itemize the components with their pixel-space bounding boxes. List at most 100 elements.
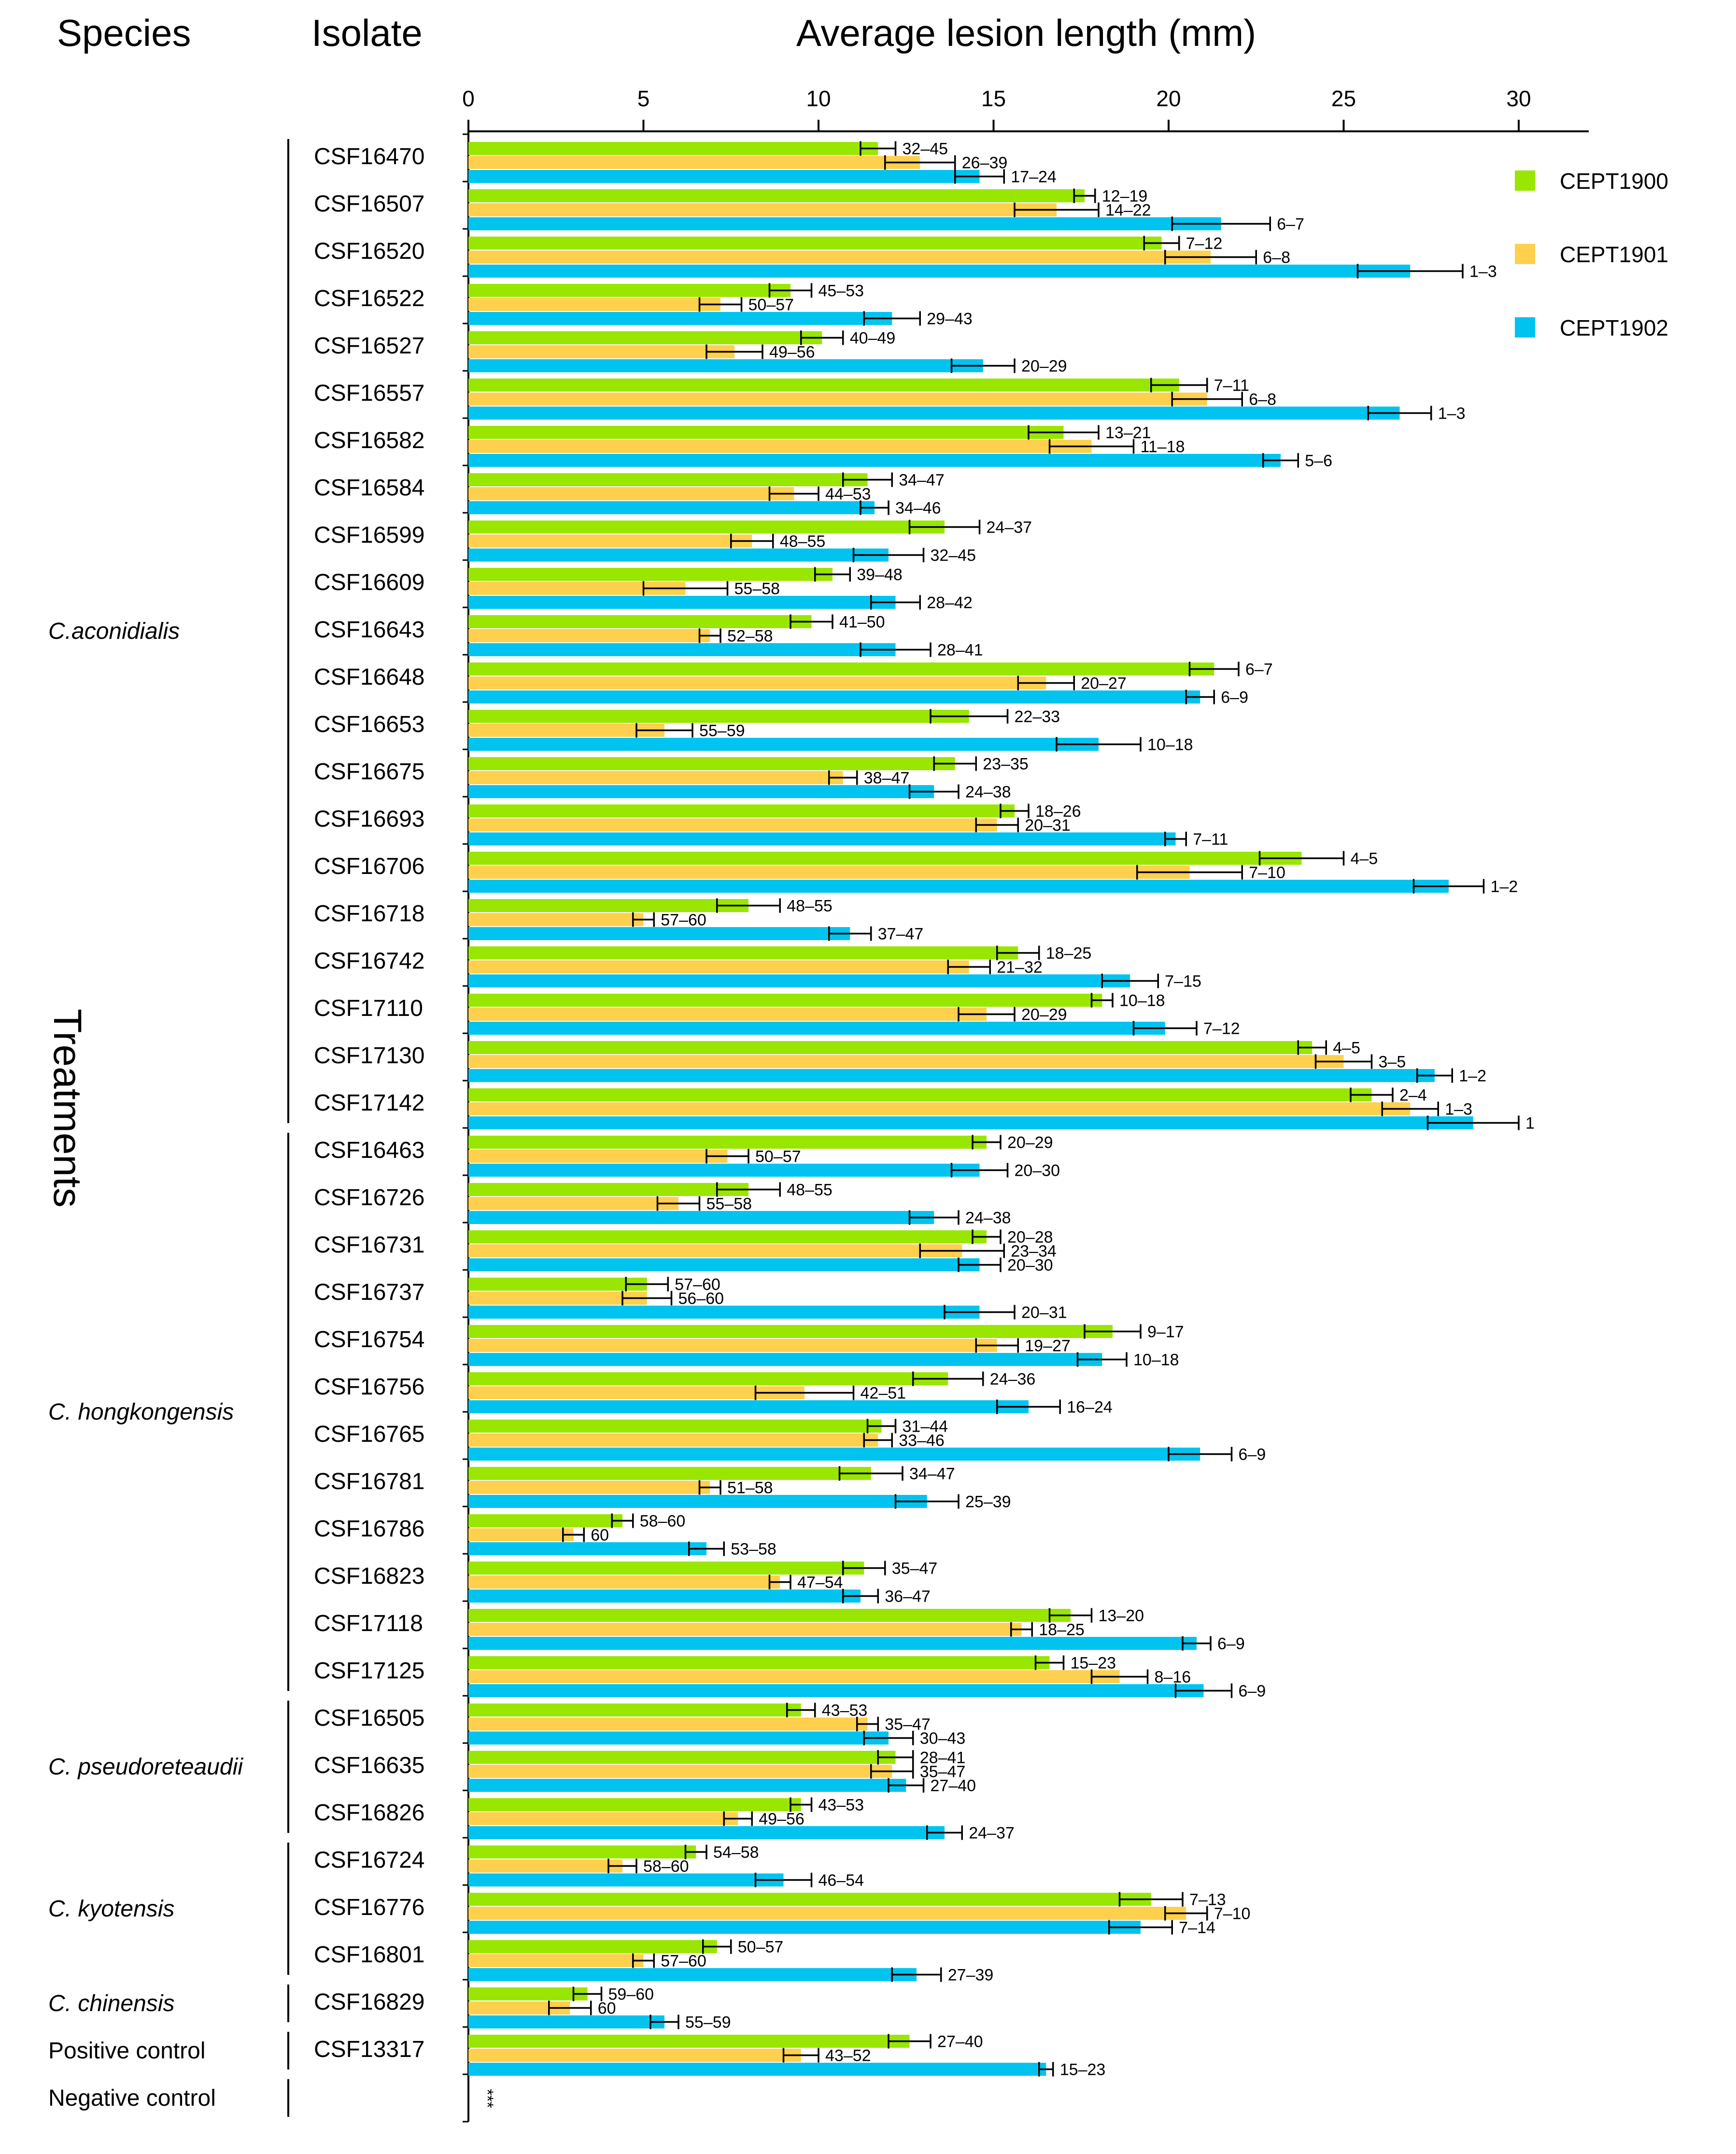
rank-label: 47–54	[797, 1574, 843, 1592]
species-header: Species	[57, 12, 191, 54]
bar-CEPT1901	[468, 156, 920, 169]
bar-CEPT1901	[468, 960, 969, 973]
bar-CEPT1900	[468, 1703, 801, 1717]
isolate-row: CSF16718 48–55 57–60 37–47	[314, 897, 923, 943]
bar-CEPT1900	[468, 379, 1179, 392]
rank-label: 60	[591, 1526, 609, 1545]
bar-CEPT1901	[468, 1765, 892, 1778]
rank-label: 2–4	[1399, 1086, 1427, 1105]
species-label: C. hongkongensis	[48, 1399, 234, 1425]
bar-CEPT1901	[468, 629, 710, 642]
rank-label: 6–9	[1221, 689, 1248, 707]
bar-CEPT1900	[468, 1893, 1151, 1906]
rank-label: 34–47	[909, 1465, 955, 1483]
rank-label: 28–41	[920, 1749, 966, 1767]
isolate-label: CSF17118	[314, 1611, 423, 1636]
isolate-label: CSF16648	[314, 664, 424, 690]
isolate-row: CSF16724 54–58 58–60 46–54	[314, 1844, 864, 1890]
bar-CEPT1900	[468, 994, 1102, 1007]
isolate-row: CSF16599 24–37 48–55 32–45	[314, 519, 1032, 565]
isolate-label: CSF17130	[314, 1043, 424, 1069]
bar-CEPT1902	[468, 596, 896, 609]
isolate-label: CSF16522	[314, 286, 424, 311]
rank-label: 26–39	[962, 154, 1008, 172]
rank-label: 7–11	[1193, 831, 1228, 849]
rank-label: 23–35	[983, 755, 1029, 774]
isolate-label: CSF16776	[314, 1895, 424, 1920]
bar-CEPT1902	[468, 1542, 706, 1555]
bar-CEPT1901	[468, 1670, 1120, 1683]
rank-label: 27–40	[931, 1777, 976, 1795]
rank-label: 27–39	[948, 1966, 994, 1985]
rank-label: 1–3	[1438, 405, 1466, 423]
y-axis-title: Treatments	[45, 1009, 89, 1208]
rank-label: 12–19	[1102, 187, 1148, 206]
isolate-row: CSF16754 9–17 19–27 10–18	[314, 1323, 1184, 1369]
rank-label: 7–15	[1165, 972, 1201, 991]
rank-label: 30–43	[920, 1730, 966, 1748]
bar-CEPT1901	[468, 345, 734, 358]
rank-label: 7–13	[1189, 1891, 1226, 1909]
bar-CEPT1901	[468, 1812, 738, 1825]
rank-label: 23–34	[1011, 1242, 1057, 1261]
bar-CEPT1901	[468, 487, 794, 500]
chart-title: Average lesion length (mm)	[796, 12, 1256, 54]
bar-CEPT1902	[468, 1353, 1102, 1366]
x-tick-label-25: 25	[1331, 86, 1356, 111]
rank-label: 46–54	[819, 1872, 864, 1890]
bar-CEPT1900	[468, 1088, 1372, 1101]
zero-marker: ***	[478, 2089, 496, 2108]
bar-CEPT1901	[468, 1954, 644, 1967]
bar-CEPT1900	[468, 1420, 882, 1433]
rank-label: 28–42	[927, 594, 973, 612]
rank-label: 21–32	[997, 958, 1043, 977]
rank-label: 1	[1525, 1114, 1535, 1133]
rank-label: 15–23	[1071, 1654, 1116, 1673]
bar-CEPT1901	[468, 818, 997, 831]
rank-label: 7–10	[1249, 864, 1285, 882]
rank-label: 50–57	[738, 1938, 784, 1957]
isolate-label: CSF16756	[314, 1374, 424, 1400]
bar-CEPT1901	[468, 676, 1046, 690]
x-tick-label-10: 10	[806, 86, 831, 111]
bar-CEPT1902	[468, 407, 1400, 420]
rank-label: 44–53	[825, 485, 871, 504]
bar-CEPT1902	[468, 1400, 1029, 1413]
bar-CEPT1900	[468, 899, 748, 912]
bar-CEPT1900	[468, 1372, 948, 1385]
rank-label: 20–27	[1081, 675, 1127, 693]
isolate-row: CSF13317 27–40 43–52 15–23	[314, 2033, 1105, 2079]
rank-label: 35–47	[885, 1716, 931, 1734]
legend-swatch-CEPT1901	[1515, 244, 1535, 264]
rank-label: 56–60	[678, 1290, 724, 1308]
rank-label: 6–7	[1245, 661, 1273, 679]
bar-CEPT1900	[468, 1514, 622, 1527]
bar-CEPT1902	[468, 1732, 889, 1745]
bar-CEPT1902	[468, 927, 850, 940]
rank-label: 4–5	[1351, 850, 1378, 868]
rank-label: 29–43	[927, 310, 973, 328]
bar-CEPT1901	[468, 1150, 728, 1163]
bar-CEPT1901	[468, 1244, 962, 1257]
isolate-row: CSF17118 13–20 18–25 6–9	[314, 1607, 1245, 1653]
rank-label: 1–2	[1491, 878, 1518, 896]
rank-label: 18–25	[1046, 944, 1092, 963]
rank-label: 51–58	[727, 1479, 773, 1497]
bar-CEPT1900	[468, 1562, 864, 1575]
bar-CEPT1900	[468, 1656, 1050, 1669]
rank-label: 10–18	[1133, 1351, 1179, 1369]
bar-CEPT1900	[468, 1325, 1113, 1338]
bar-CEPT1902	[468, 1684, 1204, 1697]
bar-CEPT1900	[468, 1987, 588, 2000]
rank-label: 32–45	[931, 547, 976, 565]
isolate-row: CSF16786 58–60 60 53–58	[314, 1512, 776, 1559]
isolate-label: CSF16635	[314, 1753, 424, 1778]
rank-label: 13–20	[1099, 1607, 1144, 1625]
isolate-label: CSF16781	[314, 1469, 424, 1494]
rank-label: 43–52	[825, 2047, 871, 2065]
